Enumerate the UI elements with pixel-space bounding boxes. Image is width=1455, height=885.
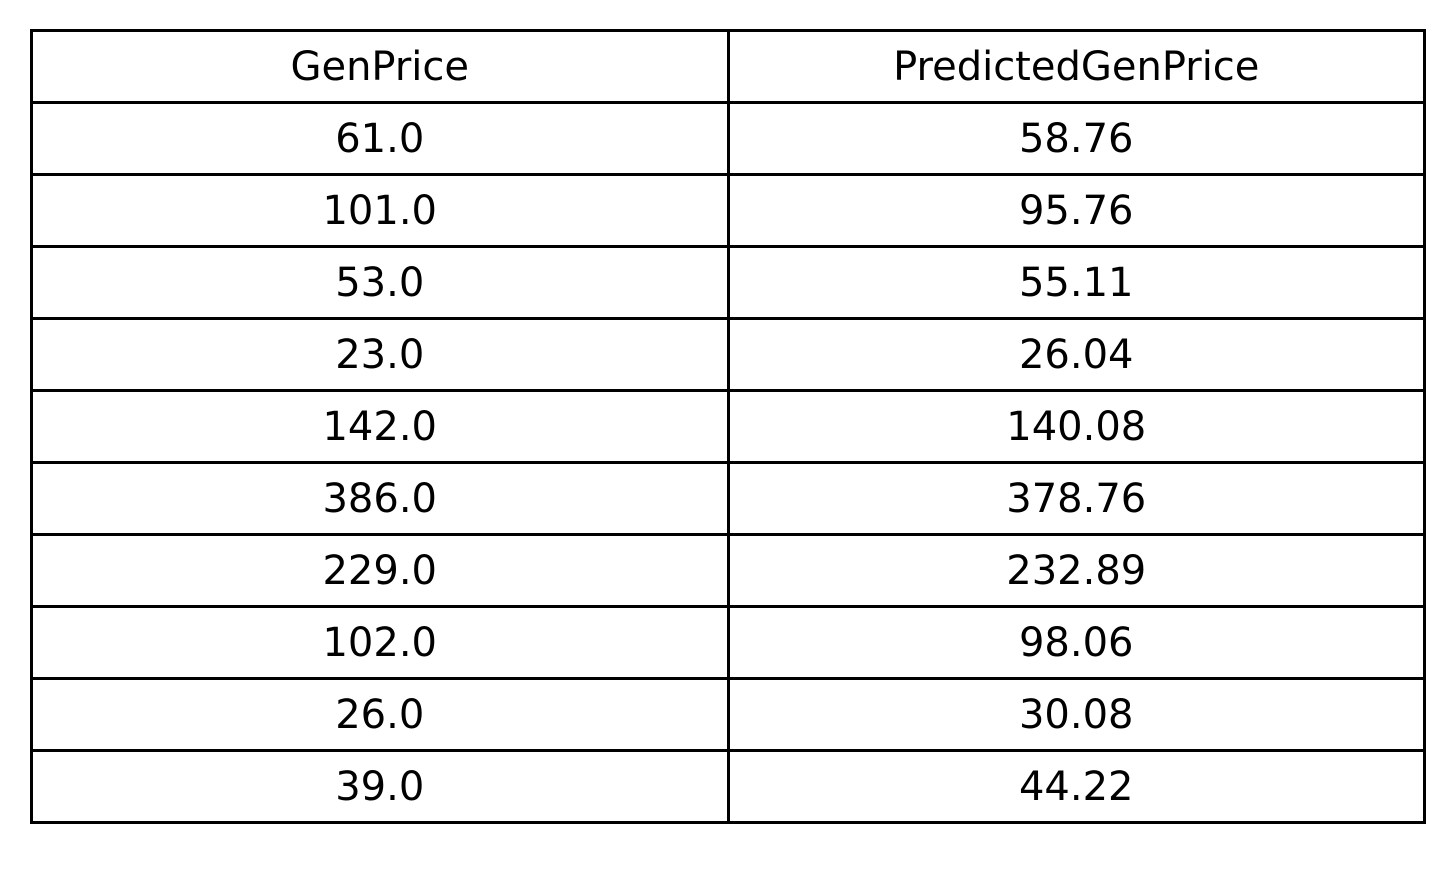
- table-row: 26.0 30.08: [30, 677, 1426, 752]
- column-header-genprice: GenPrice: [30, 29, 730, 104]
- cell-predictedgenprice: 95.76: [726, 173, 1426, 248]
- table-row: 61.0 58.76: [30, 101, 1426, 176]
- cell-predictedgenprice: 55.11: [726, 245, 1426, 320]
- cell-predictedgenprice: 98.06: [726, 605, 1426, 680]
- data-table-container: GenPrice PredictedGenPrice 61.0 58.76 101.…: [30, 29, 1426, 824]
- cell-genprice: 53.0: [30, 245, 730, 320]
- table-row: 102.0 98.06: [30, 605, 1426, 680]
- column-header-predictedgenprice: PredictedGenPrice: [726, 29, 1426, 104]
- table-row: 142.0 140.08: [30, 389, 1426, 464]
- cell-predictedgenprice: 378.76: [726, 461, 1426, 536]
- table-row: 39.0 44.22: [30, 749, 1426, 824]
- cell-predictedgenprice: 44.22: [726, 749, 1426, 824]
- cell-genprice: 61.0: [30, 101, 730, 176]
- cell-genprice: 101.0: [30, 173, 730, 248]
- cell-predictedgenprice: 140.08: [726, 389, 1426, 464]
- cell-genprice: 26.0: [30, 677, 730, 752]
- cell-predictedgenprice: 232.89: [726, 533, 1426, 608]
- cell-genprice: 102.0: [30, 605, 730, 680]
- header-row: GenPrice PredictedGenPrice: [30, 29, 1426, 104]
- cell-predictedgenprice: 58.76: [726, 101, 1426, 176]
- table-row: 386.0 378.76: [30, 461, 1426, 536]
- table-row: 53.0 55.11: [30, 245, 1426, 320]
- cell-genprice: 39.0: [30, 749, 730, 824]
- cell-predictedgenprice: 30.08: [726, 677, 1426, 752]
- table-row: 229.0 232.89: [30, 533, 1426, 608]
- table-body: 61.0 58.76 101.0 95.76 53.0 55.11 23.0 26.04 142…: [30, 101, 1426, 824]
- cell-genprice: 142.0: [30, 389, 730, 464]
- table-row: 101.0 95.76: [30, 173, 1426, 248]
- cell-genprice: 386.0: [30, 461, 730, 536]
- table-row: 23.0 26.04: [30, 317, 1426, 392]
- cell-predictedgenprice: 26.04: [726, 317, 1426, 392]
- cell-genprice: 229.0: [30, 533, 730, 608]
- cell-genprice: 23.0: [30, 317, 730, 392]
- data-table: GenPrice PredictedGenPrice 61.0 58.76 101.…: [30, 29, 1426, 824]
